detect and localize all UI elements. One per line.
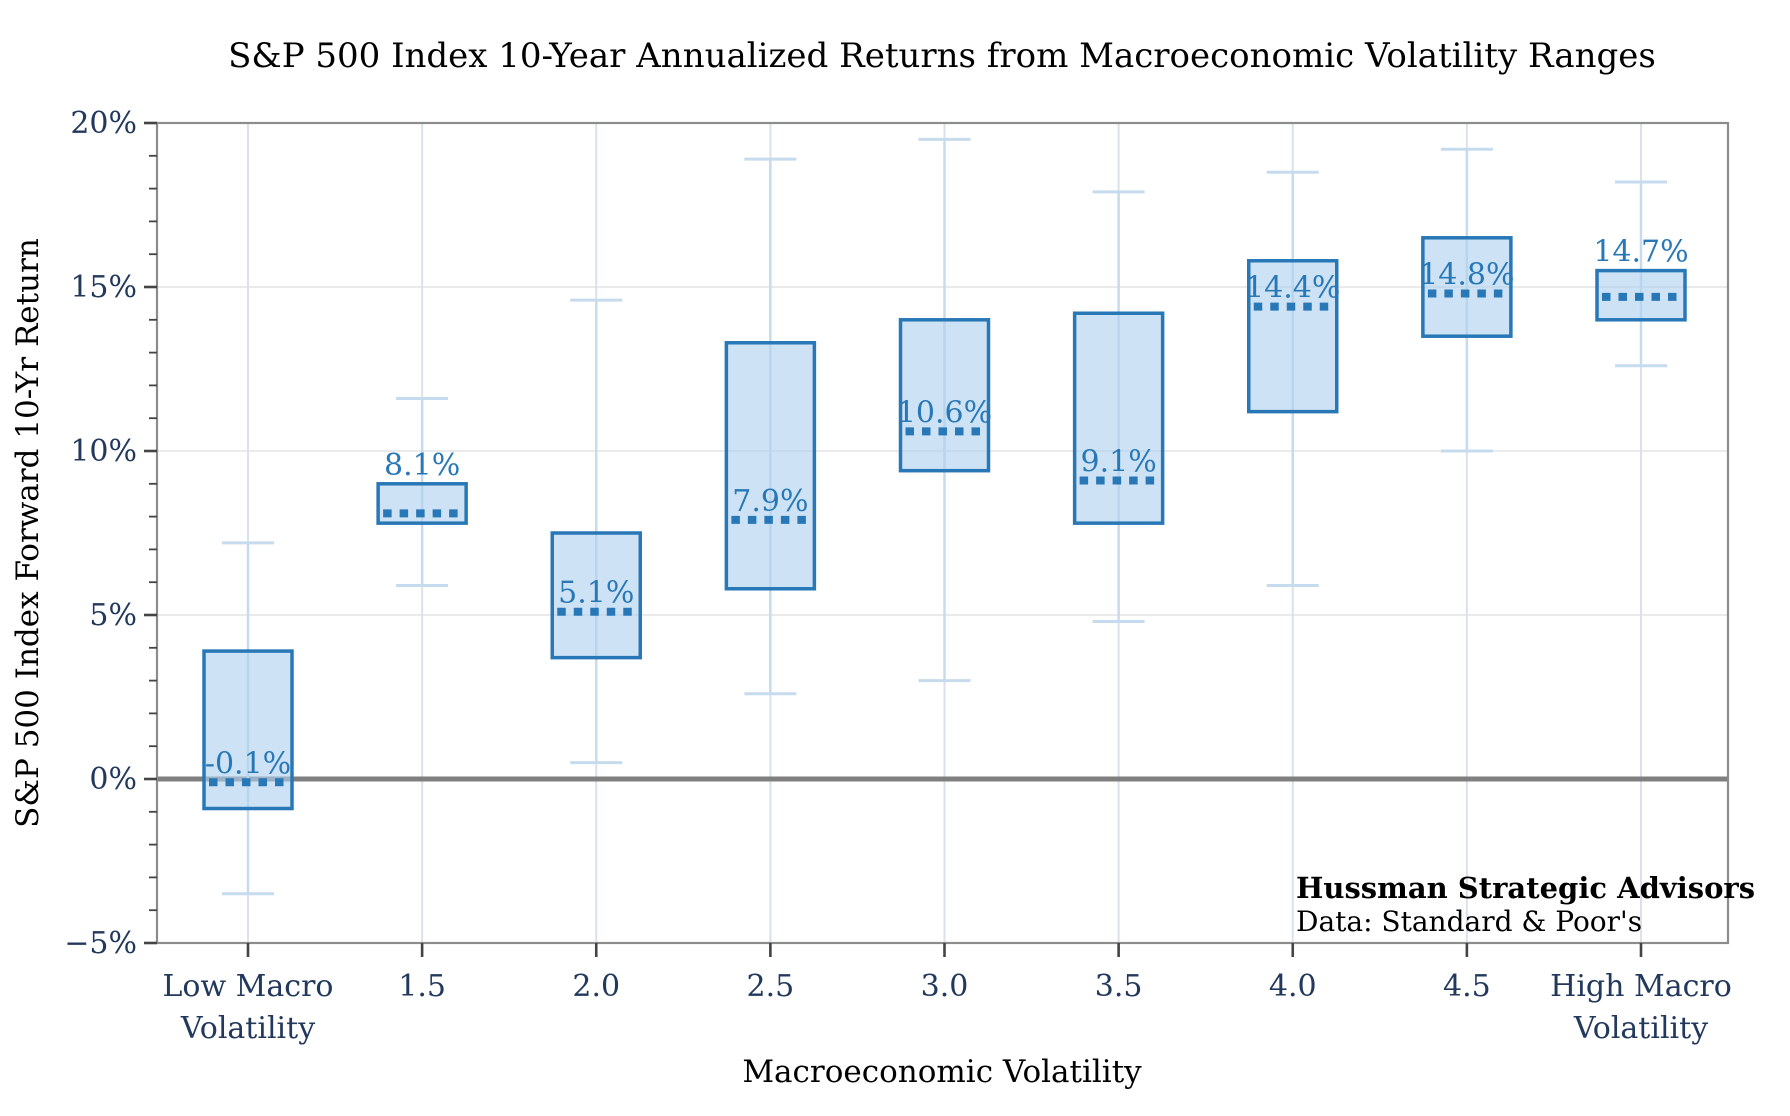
median-value-label: 14.4% [1245, 271, 1340, 306]
box [1072, 311, 1165, 525]
y-tick-label: 5% [89, 598, 137, 633]
x-axis-title: Macroeconomic Volatility [742, 1054, 1142, 1090]
x-tick-label: 3.0 [921, 969, 969, 1004]
y-tick-label: 20% [70, 106, 137, 141]
box [898, 318, 991, 473]
x-tick-label: Low Macro Volatility [162, 969, 333, 1046]
source-annotation-advisor: Hussman Strategic Advisors [1296, 871, 1755, 905]
median-value-label: 10.6% [897, 395, 992, 430]
x-tick-label: 3.5 [1095, 969, 1143, 1004]
median-value-label: 14.7% [1593, 235, 1688, 270]
median-value-label: 14.8% [1419, 258, 1514, 293]
plot-frame [155, 121, 1730, 945]
median-labels: -0.1% 8.1% 5.1% 7.9% 10.6% 9.1% 14.4% 14.8% 14.7… [205, 235, 1689, 782]
x-tick-label: 4.0 [1269, 969, 1317, 1004]
x-tick-label: 2.5 [747, 969, 795, 1004]
x-tick-label: 4.5 [1443, 969, 1491, 1004]
y-tick-label: −5% [64, 926, 137, 961]
axes-and-ticks: 20% 15% 10% 5% 0% −5% Low Macro Volatility 1.5 2.… [64, 106, 1732, 1046]
y-tick-label: 15% [70, 270, 137, 305]
box [1247, 259, 1339, 414]
y-tick-label: 10% [70, 434, 137, 469]
median-value-label: 5.1% [558, 576, 634, 611]
box [550, 531, 642, 660]
median-value-label: 9.1% [1081, 445, 1157, 480]
x-tick-label: 1.5 [398, 969, 446, 1004]
x-tick-label: High Macro Volatility [1550, 969, 1732, 1046]
chart-title: S&P 500 Index 10-Year Annualized Returns… [228, 36, 1656, 76]
median-value-label: 7.9% [732, 484, 808, 519]
median-value-label: -0.1% [205, 746, 291, 781]
source-annotation-data: Data: Standard & Poor's [1296, 905, 1642, 938]
box [1421, 236, 1513, 338]
y-tick-label: 0% [89, 762, 137, 797]
median-lines [209, 289, 1680, 787]
median-value-label: 8.1% [384, 448, 460, 483]
y-axis-title: S&P 500 Index Forward 10-Yr Return [10, 238, 46, 828]
x-tick-label: 2.0 [572, 969, 620, 1004]
box [724, 341, 817, 591]
